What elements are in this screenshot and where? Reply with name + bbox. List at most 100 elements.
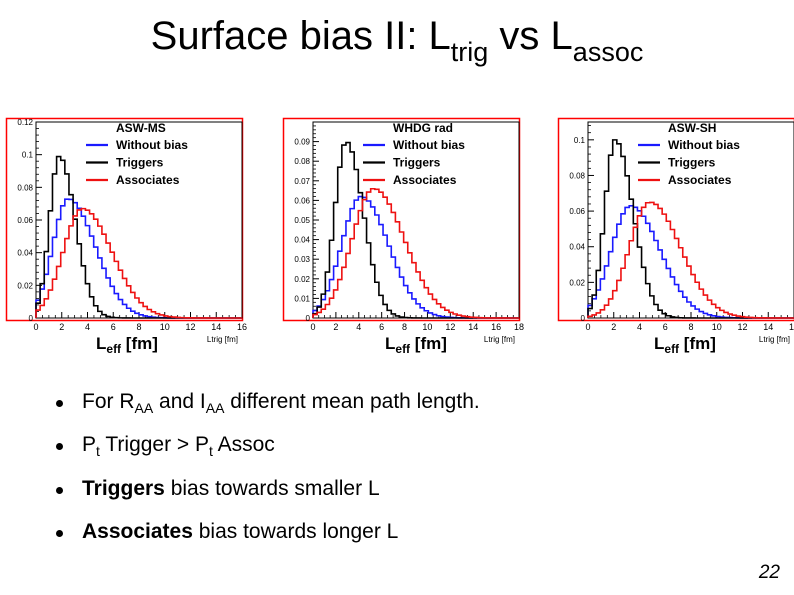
x-axis-title-2: Leff [fm] [385,334,447,356]
bullet-dot [56,530,63,537]
x-axis-title-1: Leff [fm] [96,334,158,356]
bullet-dot [56,487,63,494]
x-tick-label: 6 [111,322,116,332]
x-tick-label: 6 [663,322,668,332]
x-tick-label: 0 [310,322,315,332]
x-tick-label: 2 [611,322,616,332]
x-tick-label: 14 [763,322,773,332]
title-text-vs: vs L [488,14,573,58]
bullet-text: Triggers bias towards smaller L [82,477,380,500]
x-axis-title-letter: L [654,334,665,353]
x-tick-label: 10 [160,322,170,332]
chart-svg: 0 2 4 6 8 10 12 14 16 0 0.02 0.04 0.06 0.08 0.1 Ltrig [… [557,117,794,344]
y-tick-label: 0 [29,314,34,323]
y-tick-label: 0.03 [294,255,310,264]
y-tick-label: 0.02 [17,281,33,290]
y-tick-label: 0.01 [294,294,310,303]
x-tick-label: 12 [445,322,455,332]
legend-entry: Associates [393,173,457,187]
histogram-triggers [312,141,519,319]
y-tick-label: 0.07 [294,177,310,186]
histogram-associates [312,187,519,319]
y-tick-label: 0.06 [17,216,33,225]
histogram-triggers [587,139,794,319]
x-tick-label: 6 [379,322,384,332]
y-tick-label: 0.08 [294,157,310,166]
plot-whdg-rad: 0 2 4 6 8 10 12 14 16 18 0 0.01 0.02 0.03 0.04 0.05 0.06… [282,117,524,350]
y-tick-label: 0.12 [17,118,33,127]
legend-entry: Associates [668,173,732,187]
slide-title: Surface bias II: Ltrig vs Lassoc [0,14,794,68]
y-tick-label: 0.05 [294,216,310,225]
x-axis-title-subscript: eff [664,342,680,356]
legend-entry: Without bias [393,138,465,152]
bullet-dot [56,443,63,450]
y-tick-label: 0.02 [569,278,585,287]
x-tick-label: 12 [737,322,747,332]
y-tick-label: 0.09 [294,138,310,147]
y-tick-label: 0.02 [294,275,310,284]
x-tick-label: 12 [185,322,195,332]
title-subscript-trig: trig [450,37,489,67]
bullet-text: Associates bias towards longer L [82,520,399,543]
legend-entry: Associates [116,173,180,187]
x-tick-label: 0 [585,322,590,332]
x-axis-title-subscript: eff [395,342,411,356]
chart-svg: 0 2 4 6 8 10 12 14 16 18 0 0.01 0.02 0.03 0.04 0.05 0.06… [282,117,524,344]
title-text: Surface bias II: L [150,14,451,58]
histogram-without-bias [587,204,794,319]
x-tick-label: 14 [468,322,478,332]
histogram-associates [35,207,242,319]
x-tick-label: 2 [333,322,338,332]
x-axis-title-unit: [fm] [410,334,447,353]
x-axis-label: Ltrig [fm] [759,335,790,344]
x-tick-label: 8 [136,322,141,332]
legend-title: WHDG rad [393,121,453,135]
histogram-without-bias [312,195,519,319]
x-tick-label: 4 [637,322,642,332]
x-axis-title-unit: [fm] [679,334,716,353]
x-tick-label: 2 [59,322,64,332]
x-tick-label: 8 [688,322,693,332]
chart-svg: 0 2 4 6 8 10 12 14 16 0 0.02 0.04 0.06 0.08 0.1 0.12 Ltr… [5,117,247,344]
x-tick-label: 8 [402,322,407,332]
bullet-text: Pt Trigger > Pt Assoc [82,433,275,459]
legend-title: ASW-SH [668,121,716,135]
legend-entry: Triggers [668,156,716,170]
x-axis-title-unit: [fm] [121,334,158,353]
y-tick-label: 0 [581,314,586,323]
x-axis-title-letter: L [385,334,396,353]
legend-entry: Without bias [668,138,740,152]
x-tick-label: 16 [789,322,794,332]
page-number: 22 [758,562,780,583]
y-tick-label: 0.04 [569,243,585,252]
legend-entry: Without bias [116,138,188,152]
x-axis-label: Ltrig [fm] [484,335,515,344]
x-tick-label: 14 [211,322,221,332]
bullet-text: For RAA and IAA different mean path leng… [82,390,480,416]
x-tick-label: 4 [356,322,361,332]
legend-title: ASW-MS [116,121,166,135]
plot-asw-sh: 0 2 4 6 8 10 12 14 16 0 0.02 0.04 0.06 0.08 0.1 Ltrig [… [557,117,794,350]
bullet-dot [56,400,63,407]
y-tick-label: 0 [306,314,311,323]
y-tick-label: 0.1 [574,136,586,145]
histogram-associates [587,201,794,319]
plot-asw-ms: 0 2 4 6 8 10 12 14 16 0 0.02 0.04 0.06 0.08 0.1 0.12 Ltr… [5,117,247,350]
y-tick-label: 0.1 [22,151,34,160]
x-axis-title-3: Leff [fm] [654,334,716,356]
x-tick-label: 0 [33,322,38,332]
legend-entry: Triggers [393,156,441,170]
x-tick-label: 16 [237,322,247,332]
y-tick-label: 0.04 [17,249,33,258]
y-tick-label: 0.08 [569,171,585,180]
title-subscript-assoc: assoc [572,37,644,67]
x-tick-label: 4 [85,322,90,332]
y-tick-label: 0.04 [294,236,310,245]
y-tick-label: 0.06 [294,196,310,205]
x-tick-label: 18 [514,322,524,332]
x-tick-label: 10 [712,322,722,332]
legend-entry: Triggers [116,156,164,170]
x-axis-title-letter: L [96,334,107,353]
x-axis-label: Ltrig [fm] [207,335,238,344]
